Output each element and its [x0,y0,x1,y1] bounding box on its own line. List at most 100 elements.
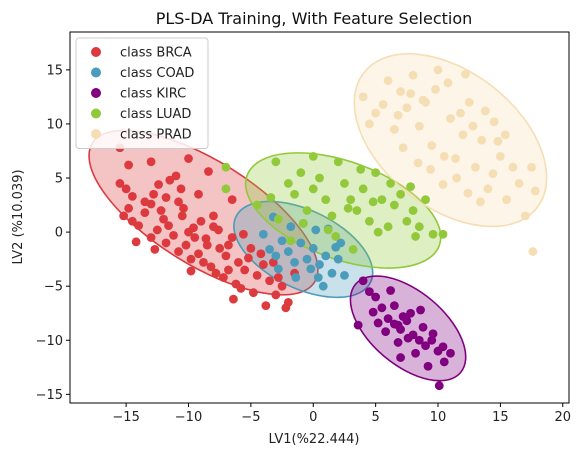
x-tick-label: −5 [241,410,260,425]
data-point-class-coad [311,225,321,235]
data-point-class-luad [315,173,324,183]
data-point-class-brca [146,233,156,242]
data-point-class-brca [146,157,156,167]
data-point-class-brca [211,268,221,278]
data-point-class-prad [413,158,423,168]
y-tick-label: −5 [44,280,63,295]
data-point-class-brca [127,216,137,226]
data-point-class-prad [508,162,518,172]
data-point-class-coad [340,270,349,280]
data-point-class-prad [458,130,468,140]
data-point-class-coad [315,260,324,269]
data-point-class-luad [377,195,387,205]
data-point-class-brca [124,160,134,170]
data-point-class-brca [227,195,237,205]
data-point-class-kirc [439,357,449,367]
data-point-class-coad [258,229,268,239]
data-point-class-prad [443,78,453,88]
data-point-class-brca [258,260,268,269]
x-tick-label: 0 [309,410,317,425]
data-point-class-brca [156,206,166,215]
data-point-class-prad [468,121,478,131]
data-point-class-brca [150,245,160,254]
data-point-class-prad [365,119,374,129]
data-point-class-coad [318,281,328,291]
data-point-class-luad [221,162,231,172]
x-tick-label: 15 [492,410,509,425]
data-point-class-brca [234,257,243,267]
data-point-class-brca [194,189,203,199]
data-point-class-brca [201,234,211,243]
data-point-class-luad [414,222,424,232]
data-point-class-prad [406,89,415,99]
axes: −15 −10 −5 0 5 10 15 20 −15 −10 −5 0 5 10 15 [36,31,571,425]
data-point-class-kirc [386,286,396,295]
data-point-class-brca [164,221,173,231]
data-point-class-prad [477,135,487,145]
data-point-class-kirc [365,287,374,296]
data-point-class-prad [502,195,512,205]
data-point-class-brca [189,223,198,233]
data-point-class-coad [273,264,283,274]
data-point-class-luad [368,197,378,207]
data-point-class-kirc [446,348,455,358]
data-point-class-brca [224,265,233,275]
data-point-class-prad [488,169,498,179]
data-point-class-luad [286,236,296,246]
data-point-class-luad [389,200,399,210]
legend-marker [91,67,101,78]
data-point-class-luad [343,203,353,213]
data-point-class-luad [371,168,381,178]
data-point-class-prad [358,92,368,102]
data-point-class-luad [331,232,341,241]
data-point-class-luad [333,157,343,167]
data-point-class-coad [265,245,274,254]
data-point-class-kirc [396,353,405,362]
y-tick-label: 0 [55,226,63,241]
confidence-ellipse-class-coad [233,200,374,299]
data-point-class-luad [252,200,262,210]
data-point-class-prad [476,197,485,207]
data-point-class-brca [239,229,248,239]
data-point-class-kirc [383,314,393,324]
data-point-class-brca [174,247,183,256]
data-point-class-luad [290,189,299,199]
legend-entry-label: class PRAD [120,128,192,143]
data-point-class-prad [418,95,428,105]
data-point-class-luad [273,214,283,224]
data-point-class-luad [365,216,374,226]
data-point-class-coad [327,268,337,278]
legend-entry-label: class COAD [120,66,194,81]
data-point-class-prad [446,114,455,123]
plot-frame [69,31,570,404]
data-point-class-luad [402,216,412,226]
data-point-class-prad [493,136,503,146]
data-point-class-luad [266,193,276,202]
data-point-class-kirc [418,322,428,332]
data-point-class-brca [236,283,246,293]
data-point-class-prad [378,100,388,109]
data-point-class-luad [358,184,368,194]
data-point-class-prad [461,69,470,79]
data-point-class-brca [273,273,283,282]
data-point-class-prad [528,247,538,256]
data-point-class-brca [214,225,223,235]
data-point-class-kirc [406,308,415,318]
data-point-class-luad [396,189,405,199]
data-point-class-kirc [414,335,424,345]
x-tick-label: −10 [175,410,202,425]
data-point-class-brca [248,288,258,298]
data-point-class-prad [396,87,405,96]
data-point-class-prad [414,121,424,131]
data-point-class-prad [527,162,536,172]
data-point-class-brca [256,249,266,259]
data-point-class-luad [296,168,306,178]
data-point-class-prad [426,164,435,174]
data-point-class-brca [119,211,129,221]
data-point-class-prad [489,117,499,127]
data-point-class-luad [438,229,448,239]
data-point-class-brca [190,233,200,242]
y-axis-label: LV2 (%10.039) [11,169,26,264]
data-point-class-brca [186,266,196,276]
data-point-class-brca [206,262,216,272]
